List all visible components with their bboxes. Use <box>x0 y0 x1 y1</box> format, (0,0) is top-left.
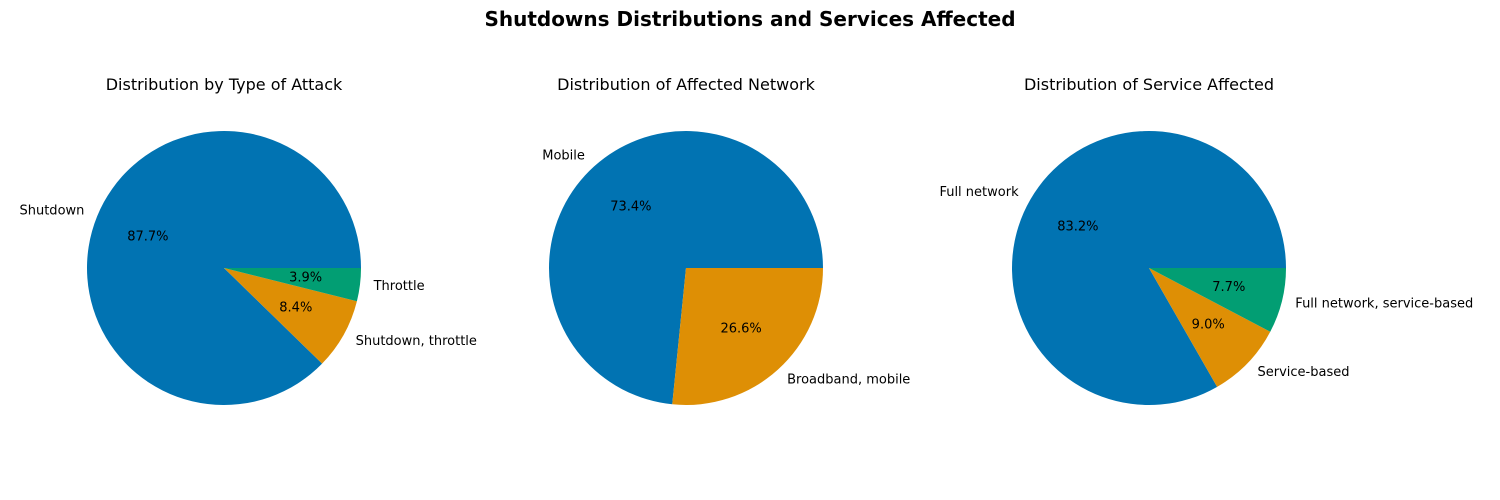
pie-label-broadband-mobile: Broadband, mobile <box>787 372 910 387</box>
pie-label-service-based: Service-based <box>1258 365 1350 380</box>
pie-slices-affected-network: Mobile 73.4% Broadband, mobile 26.6% <box>542 131 910 406</box>
pie-percent-shutdown: 87.7% <box>127 230 168 245</box>
pie-slices-service-affected: Full network 83.2% Service-based 9.0% Full n… <box>939 131 1473 406</box>
pie-chart-attack-type: Distribution by Type of Attack Shutdown 8… <box>19 75 477 405</box>
pie-title-attack-type: Distribution by Type of Attack <box>106 75 343 94</box>
figure-suptitle: Shutdowns Distributions and Services Aff… <box>484 7 1015 31</box>
pie-slices-attack-type: Shutdown 87.7% Shutdown, throttle 8.4% Throt… <box>19 130 477 405</box>
pie-label-shutdown: Shutdown <box>19 204 84 219</box>
pie-percent-service-based: 9.0% <box>1192 318 1225 333</box>
pie-label-shutdown-throttle: Shutdown, throttle <box>356 334 477 349</box>
pie-percent-throttle: 3.9% <box>289 271 322 286</box>
pie-percent-full-network-service-based: 7.7% <box>1212 280 1245 295</box>
pie-slice-shutdown <box>86 130 361 405</box>
pie-label-throttle: Throttle <box>373 279 425 294</box>
pie-chart-service-affected: Distribution of Service Affected Full ne… <box>939 75 1473 406</box>
pie-label-full-network-service-based: Full network, service-based <box>1295 297 1473 312</box>
pie-slice-full-network <box>1012 131 1286 406</box>
pie-percent-broadband-mobile: 26.6% <box>720 322 761 337</box>
pie-percent-full-network: 83.2% <box>1057 219 1098 234</box>
pie-slice-shutdown-throttle <box>224 268 357 364</box>
pie-chart-affected-network: Distribution of Affected Network Mobile 7… <box>542 75 910 406</box>
pie-title-service-affected: Distribution of Service Affected <box>1024 75 1274 94</box>
pie-label-full-network: Full network <box>939 185 1019 200</box>
pie-slice-service-based <box>1149 268 1271 387</box>
pie-slice-full-network-service-based <box>1149 268 1286 332</box>
pie-title-affected-network: Distribution of Affected Network <box>557 75 815 94</box>
pie-percent-mobile: 73.4% <box>610 200 651 215</box>
pie-percent-shutdown-throttle: 8.4% <box>279 301 312 316</box>
pie-slice-mobile <box>548 131 823 405</box>
pie-slice-broadband-mobile <box>672 268 823 406</box>
pie-label-mobile: Mobile <box>542 149 585 164</box>
pie-slice-throttle <box>224 268 362 302</box>
